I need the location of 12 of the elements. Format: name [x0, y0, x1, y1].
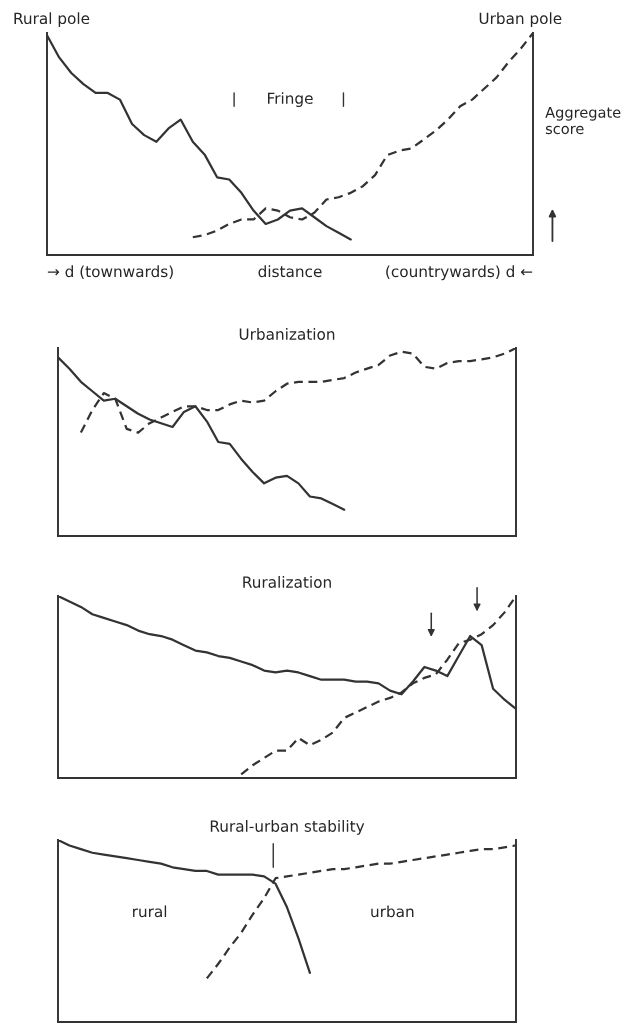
text: → d (townwards) [47, 265, 173, 279]
chart-title: Rural-urban stability [210, 820, 365, 835]
text: Rural pole [14, 12, 90, 28]
text: (countrywards) d ← [386, 265, 533, 281]
annotation: Fringe [268, 92, 313, 107]
chart-title: Ruralization [243, 576, 331, 588]
text: Urban pole [479, 12, 562, 28]
y-axis-title: Aggregate score [545, 107, 621, 135]
chart-title: Urbanization [239, 328, 335, 340]
text: distance [258, 265, 322, 278]
annotation: urban [371, 905, 414, 918]
annotation: rural [133, 905, 167, 918]
